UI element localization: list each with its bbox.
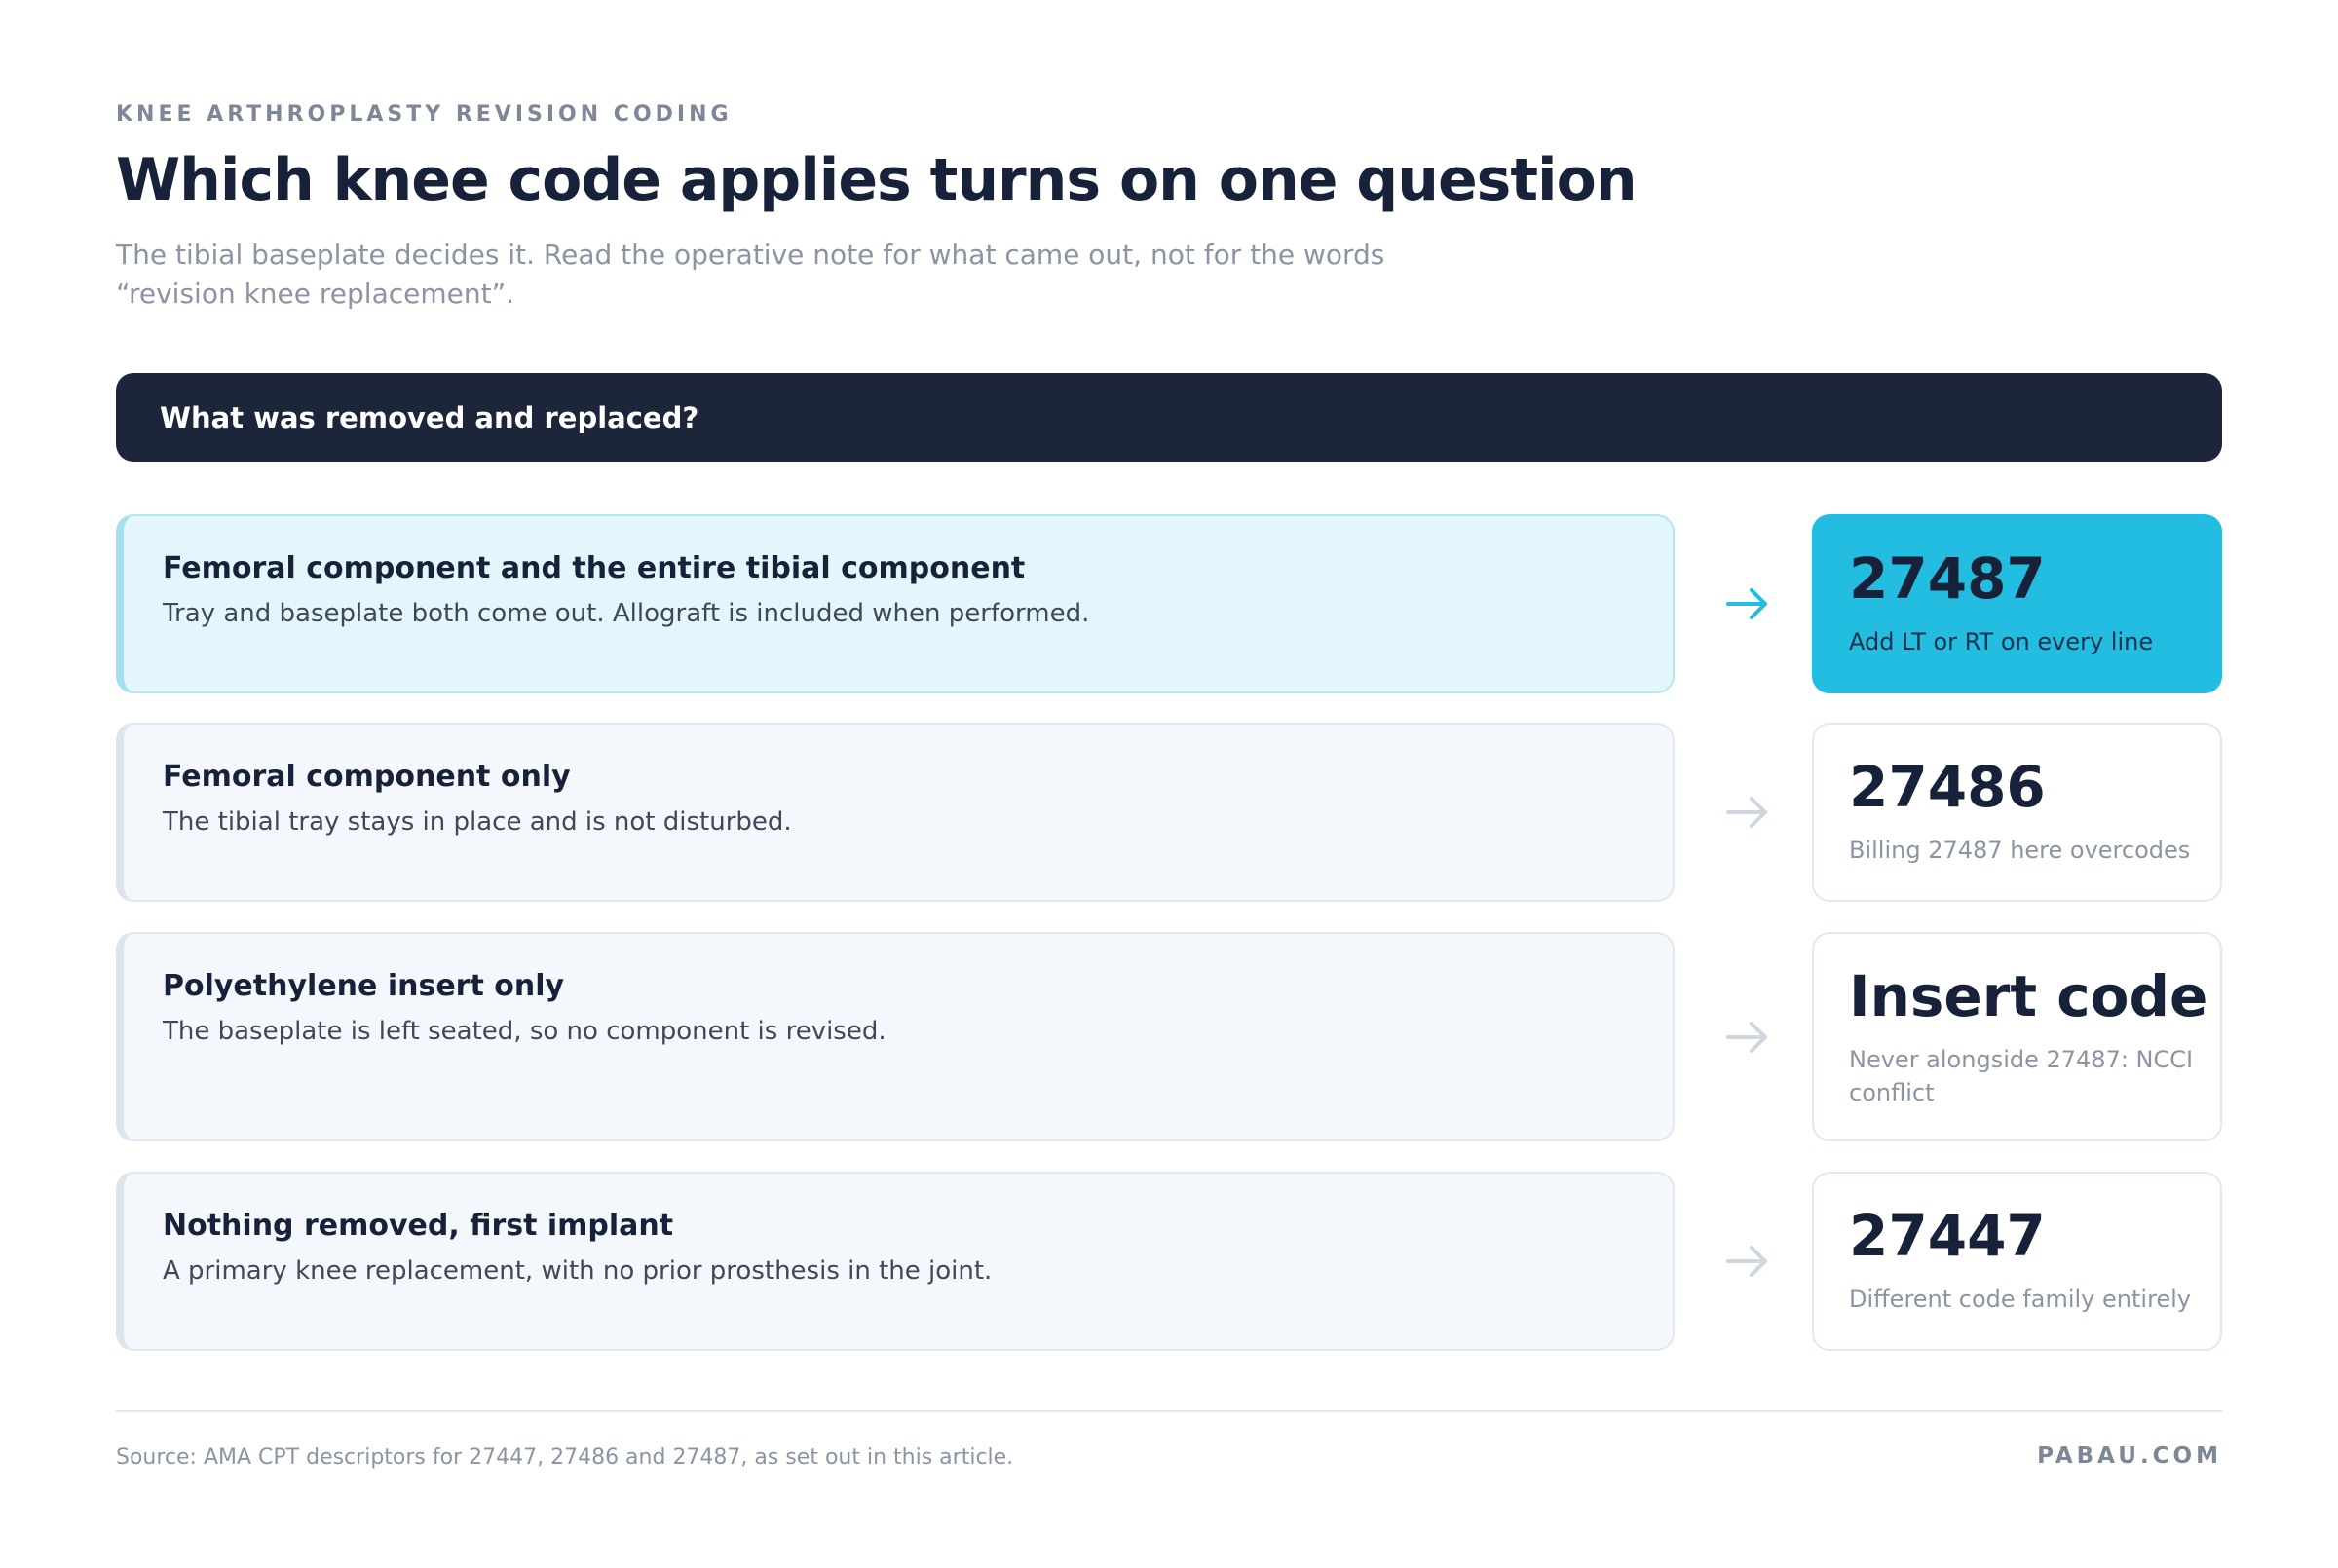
divider xyxy=(116,1410,2222,1412)
option-description: The tibial tray stays in place and is no… xyxy=(163,807,792,837)
option-card: Femoral component and the entire tibial … xyxy=(116,514,1675,693)
row: Polyethylene insert only The baseplate is… xyxy=(116,932,2222,1141)
code-note: Different code family entirely xyxy=(1849,1286,2192,1313)
arrow xyxy=(1726,797,1767,828)
code-card: 27487 Add LT or RT on every line xyxy=(1812,514,2222,693)
row: Femoral component and the entire tibial … xyxy=(116,514,2222,693)
subtitle: The tibial baseplate decides it. Read th… xyxy=(116,239,1385,310)
option-card: Polyethylene insert only The baseplate is… xyxy=(116,932,1675,1141)
arrow xyxy=(1726,1021,1767,1053)
arrow xyxy=(1726,588,1767,619)
option-title: Femoral component only xyxy=(163,760,571,794)
option-card: Nothing removed, first implant A primary … xyxy=(116,1172,1675,1351)
option-description: A primary knee replacement, with no prio… xyxy=(163,1256,993,1286)
code-note: Never alongside 27487: NCCI conflict xyxy=(1849,1046,2194,1106)
source: Source: AMA CPT descriptors for 27447, 2… xyxy=(116,1445,1014,1470)
question-bar: What was removed and replaced? xyxy=(116,373,2222,462)
option-card: Femoral component only The tibial tray st… xyxy=(116,723,1675,902)
option-title: Femoral component and the entire tibial … xyxy=(163,551,1026,585)
option-title: Polyethylene insert only xyxy=(163,969,565,1003)
row: Femoral component only The tibial tray st… xyxy=(116,723,2222,902)
code: 27447 xyxy=(1849,1203,2046,1269)
code-card: 27447 Different code family entirely xyxy=(1812,1172,2222,1351)
code-card: 27486 Billing 27487 here overcodes xyxy=(1812,723,2222,902)
arrow xyxy=(1726,1246,1767,1277)
code: 27486 xyxy=(1849,754,2046,820)
code: 27487 xyxy=(1849,545,2046,612)
code-note: Billing 27487 here overcodes xyxy=(1849,837,2191,864)
title: Which knee code applies turns on one que… xyxy=(116,146,1638,214)
code: Insert code xyxy=(1849,963,2208,1029)
code-card: Insert code Never alongside 27487: NCCI c… xyxy=(1812,932,2222,1141)
brand: PABAU.COM xyxy=(2037,1443,2222,1469)
row: Nothing removed, first implant A primary … xyxy=(116,1172,2222,1351)
option-description: The baseplate is left seated, so no comp… xyxy=(163,1017,886,1046)
eyebrow: KNEE ARTHROPLASTY REVISION CODING xyxy=(116,102,733,127)
option-description: Tray and baseplate both come out. Allogr… xyxy=(163,599,1090,628)
code-note: Add LT or RT on every line xyxy=(1849,628,2154,655)
option-title: Nothing removed, first implant xyxy=(163,1209,674,1243)
